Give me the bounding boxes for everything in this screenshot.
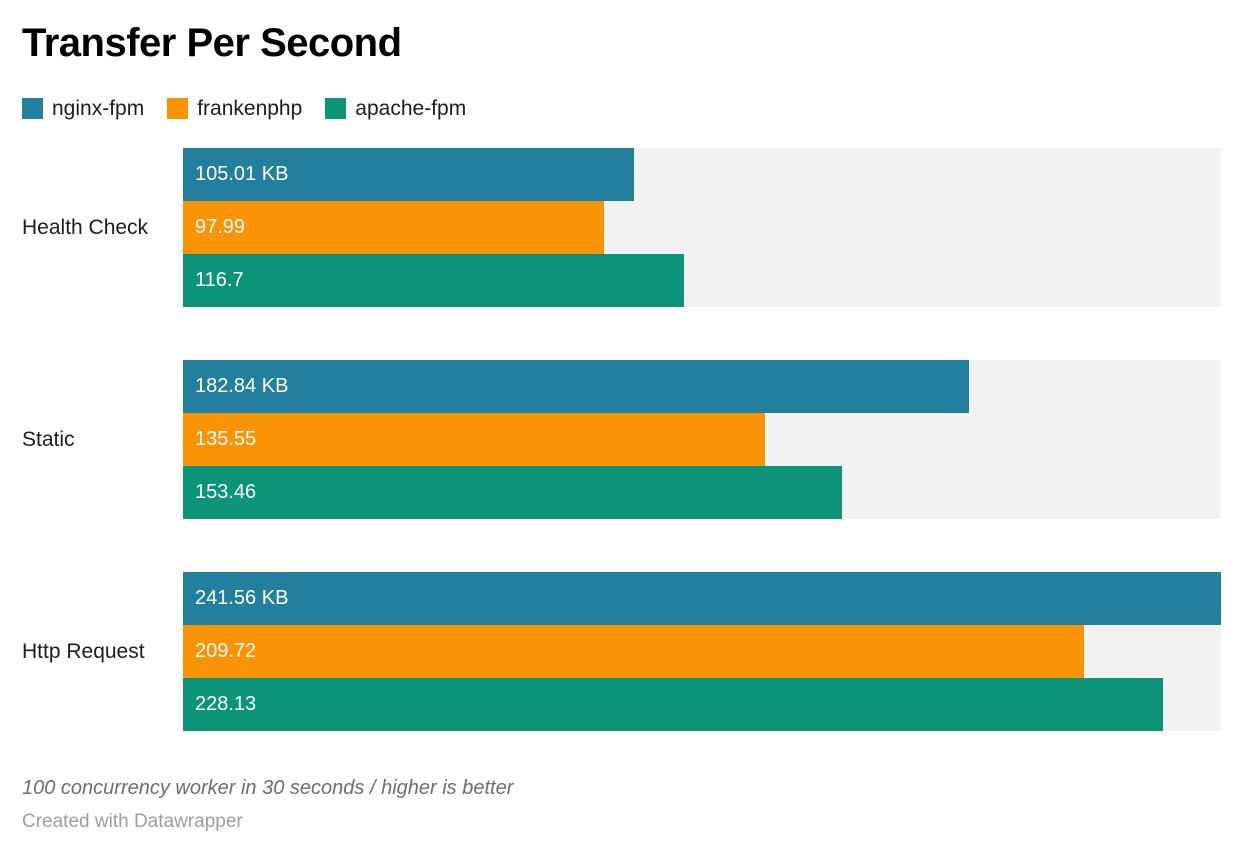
bar-track: 209.72 — [183, 625, 1221, 678]
datawrapper-attribution-link[interactable]: Created with Datawrapper — [22, 811, 243, 832]
bar-track: 228.13 — [183, 678, 1221, 731]
bar-nginx-fpm-health-check: 105.01 KB — [183, 148, 635, 201]
category-label: Http Request — [22, 639, 145, 663]
bar-value-label: 116.7 — [195, 269, 244, 291]
legend-item-frankenphp: frankenphp — [167, 96, 302, 121]
bar-track: 241.56 KB — [183, 572, 1221, 625]
legend-item-apache-fpm: apache-fpm — [325, 96, 466, 121]
legend-swatch-icon — [167, 98, 189, 119]
bar-frankenphp-http-request: 209.72 — [183, 625, 1085, 678]
category-group-static: Static 182.84 KB 135.55 153.46 — [22, 360, 1221, 519]
bar-value-label: 97.99 — [195, 216, 246, 238]
bar-nginx-fpm-static: 182.84 KB — [183, 360, 969, 413]
legend-item-nginx-fpm: nginx-fpm — [22, 96, 144, 121]
legend: nginx-fpm frankenphp apache-fpm — [22, 96, 1221, 121]
legend-swatch-icon — [325, 98, 347, 119]
bars-column: 105.01 KB 97.99 116.7 — [183, 148, 1221, 307]
bar-track: 97.99 — [183, 201, 1221, 254]
bar-track: 116.7 — [183, 254, 1221, 307]
bar-apache-fpm-static: 153.46 — [183, 466, 843, 519]
grouped-bar-chart: Health Check 105.01 KB 97.99 116.7 Static 182… — [22, 148, 1221, 731]
bar-value-label: 228.13 — [195, 693, 257, 715]
category-label: Static — [22, 427, 75, 451]
bar-track: 135.55 — [183, 413, 1221, 466]
legend-label: frankenphp — [197, 97, 303, 120]
bar-value-label: 182.84 KB — [195, 375, 289, 397]
bar-track: 105.01 KB — [183, 148, 1221, 201]
legend-swatch-icon — [22, 98, 43, 119]
bar-track: 153.46 — [183, 466, 1221, 519]
bar-value-label: 209.72 — [195, 640, 257, 662]
bar-frankenphp-static: 135.55 — [183, 413, 766, 466]
category-label: Health Check — [22, 215, 149, 239]
legend-label: nginx-fpm — [52, 97, 145, 120]
chart-title: Transfer Per Second — [22, 21, 402, 65]
bar-value-label: 241.56 KB — [195, 587, 289, 609]
bar-apache-fpm-http-request: 228.13 — [183, 678, 1164, 731]
bar-value-label: 135.55 — [195, 428, 257, 450]
bar-track: 182.84 KB — [183, 360, 1221, 413]
bars-column: 182.84 KB 135.55 153.46 — [183, 360, 1221, 519]
category-group-http-request: Http Request 241.56 KB 209.72 228.13 — [22, 572, 1221, 731]
bars-column: 241.56 KB 209.72 228.13 — [183, 572, 1221, 731]
category-group-health-check: Health Check 105.01 KB 97.99 116.7 — [22, 148, 1221, 307]
bar-value-label: 153.46 — [195, 481, 257, 503]
bar-apache-fpm-health-check: 116.7 — [183, 254, 685, 307]
bar-value-label: 105.01 KB — [195, 163, 289, 185]
legend-label: apache-fpm — [355, 97, 467, 120]
chart-footnote: 100 concurrency worker in 30 seconds / h… — [22, 777, 514, 799]
bar-nginx-fpm-http-request: 241.56 KB — [183, 572, 1221, 625]
bar-frankenphp-health-check: 97.99 — [183, 201, 605, 254]
